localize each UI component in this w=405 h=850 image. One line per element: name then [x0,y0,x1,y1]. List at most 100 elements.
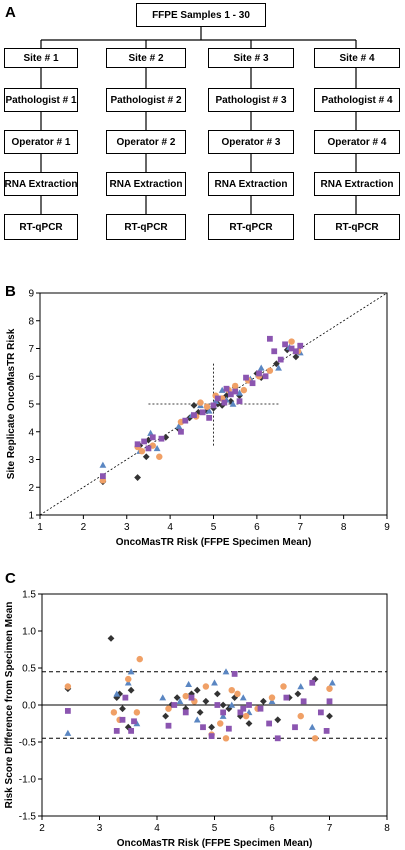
y-axis-label: Risk Score Difference from Specimen Mean [4,602,15,809]
y-tick-label: 1.5 [22,590,36,601]
data-point-diamond [208,723,216,731]
data-point-circle [217,720,224,727]
data-point-diamond [162,433,170,441]
data-point-circle [242,712,250,720]
data-point-square [210,402,217,409]
data-point-square [292,724,298,731]
data-point-circle [234,690,241,698]
data-point-circle [231,382,239,390]
data-point-square [141,438,147,445]
flow-box-rna-extraction-2: RNA Extraction [106,172,186,196]
data-point-square [113,728,120,734]
x-tick-label: 6 [269,823,275,834]
data-point-square [122,694,129,701]
data-point-diamond [326,712,333,720]
data-point-triangle [175,422,183,429]
data-point-circle [280,683,287,690]
data-point-diamond [162,712,170,720]
flow-box-site-2: Site # 2 [106,48,186,68]
x-tick-label: 4 [167,522,173,533]
data-point-square [178,428,184,435]
data-point-triangle [113,690,121,697]
data-point-circle [222,735,230,742]
data-point-square [131,718,137,725]
data-point-square [256,370,262,377]
data-point-square [64,708,71,714]
flow-box-pathologist-1: Pathologist # 1 [4,88,78,112]
flow-box-rt-qpcr-4: RT-qPCR [314,214,400,240]
data-point-triangle [124,679,132,686]
data-point-diamond [203,407,211,415]
flow-box-pathologist-2: Pathologist # 2 [106,88,186,112]
data-point-triangle [328,679,336,686]
data-point-triangle [268,697,276,705]
data-point-diamond [119,705,126,713]
data-point-triangle [275,364,282,371]
data-point-circle [125,675,132,683]
y-tick-label: 6 [28,372,34,383]
data-point-diamond [274,716,282,724]
y-axis-label: Site Replicate OncoMasTR Risk [6,328,17,479]
data-point-square [323,728,330,734]
data-point-diamond [259,697,267,705]
data-point-square [317,709,324,716]
x-tick-label: 7 [297,522,303,533]
data-point-triangle [193,716,201,723]
data-point-triangle [176,697,184,705]
x-tick-label: 1 [37,522,43,533]
x-tick-label: 3 [97,823,103,834]
data-point-triangle [147,429,155,436]
data-point-diamond [186,414,194,422]
data-point-triangle [257,364,265,371]
data-point-diamond [311,675,319,683]
data-point-square [214,702,221,708]
data-point-square [182,709,189,716]
y-tick-label: 8 [28,316,34,327]
data-point-square [266,720,273,727]
flow-box-samples: FFPE Samples 1 - 30 [136,3,266,27]
flow-box-site-3: Site # 3 [208,48,294,68]
data-point-circle [197,399,204,406]
x-tick-label: 7 [327,823,333,834]
data-point-square [206,414,213,421]
x-tick-label: 2 [81,522,87,533]
panel-letter-b: B [5,283,16,300]
data-point-square [200,724,206,731]
flow-box-operator-4: Operator # 4 [314,130,400,154]
flow-box-pathologist-4: Pathologist # 4 [314,88,400,112]
data-point-triangle [159,694,167,701]
data-point-circle [268,694,276,701]
data-point-square [243,374,249,381]
y-tick-label: 2 [28,483,34,494]
data-point-square [220,709,227,716]
data-point-square [300,698,307,705]
data-point-square [128,728,135,734]
data-point-diamond [196,709,204,716]
data-point-square [145,445,152,452]
data-point-triangle [64,729,72,736]
data-points [64,635,336,742]
data-point-square [225,725,232,732]
data-point-triangle [222,668,230,675]
y-tick-label: -0.5 [19,738,37,749]
data-point-square [288,345,295,352]
data-point-square [283,694,290,701]
data-point-square [231,671,238,677]
data-point-diamond [294,690,302,698]
x-tick-label: 8 [341,522,347,533]
flow-box-pathologist-3: Pathologist # 3 [208,88,294,112]
data-point-triangle [229,400,237,407]
data-point-diamond [127,686,135,694]
flow-box-operator-1: Operator # 1 [4,130,78,154]
data-point-diamond [214,400,222,408]
data-point-square [214,395,221,402]
data-point-triangle [308,723,316,730]
x-tick-label: 3 [124,522,130,533]
data-point-square [326,698,333,705]
data-point-triangle [228,701,236,708]
panel-letter-c: C [5,570,16,587]
y-tick-label: 9 [28,289,34,300]
data-point-square [293,348,299,355]
data-point-square [100,473,106,480]
y-tick-label: -1.5 [19,812,37,823]
